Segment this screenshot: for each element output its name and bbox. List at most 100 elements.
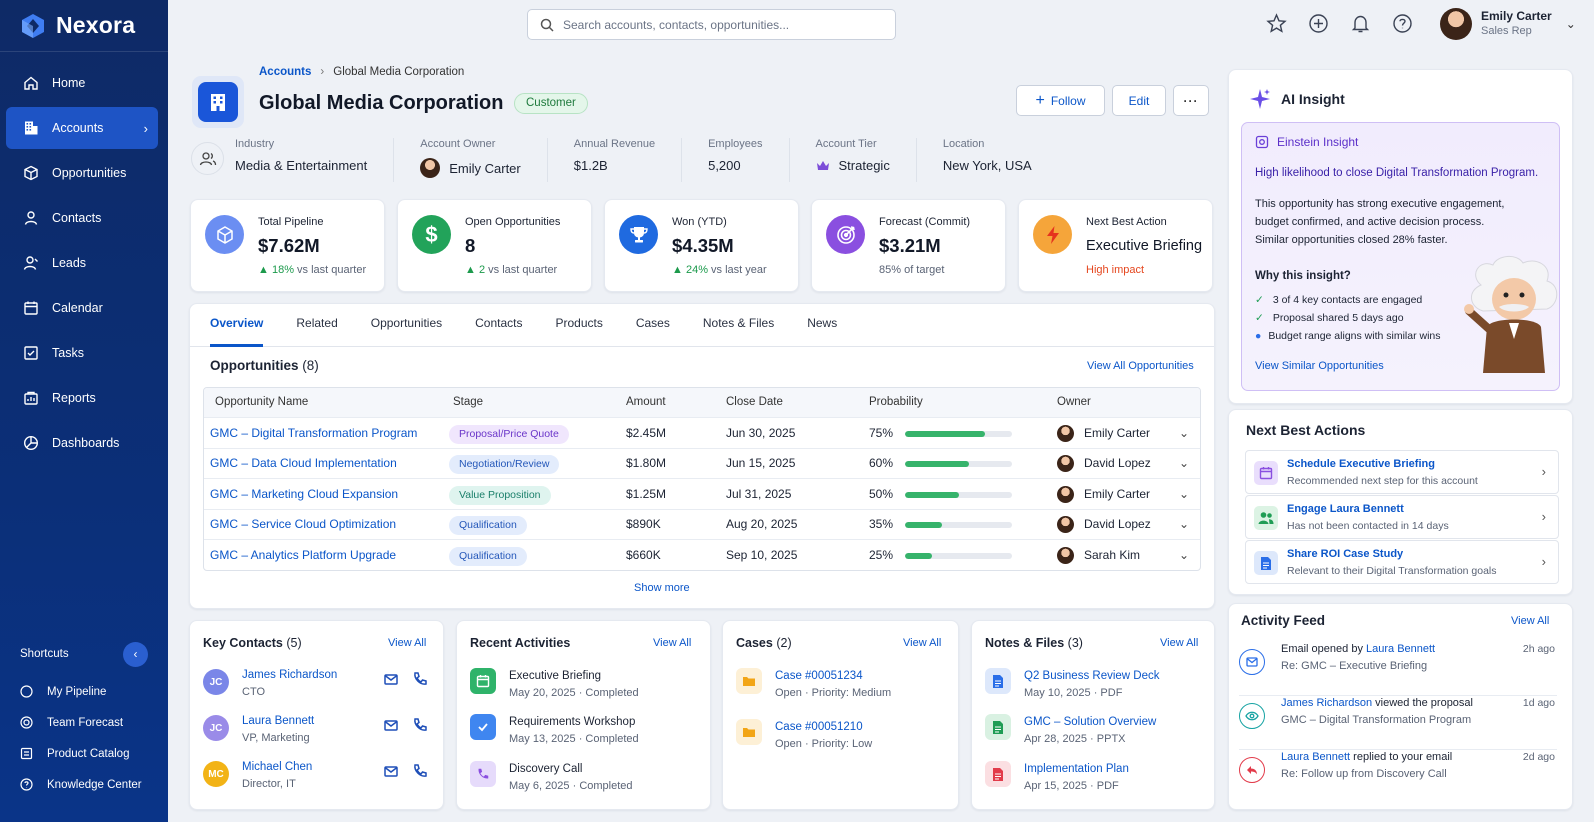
nav-label: Leads (52, 256, 87, 270)
view-similar-opportunities-link[interactable]: View Similar Opportunities (1255, 360, 1384, 372)
kpi-total-pipeline[interactable]: Total Pipeline $7.62M ▲ 18% vs last quar… (190, 199, 385, 292)
file-meta: Apr 15, 2025 · PDF (1024, 780, 1119, 792)
case-link[interactable]: Case #00051210 (775, 721, 863, 733)
nav-item-contacts[interactable]: Contacts (6, 197, 158, 239)
opportunity-name-link[interactable]: GMC – Digital Transformation Program (210, 426, 418, 440)
global-search[interactable]: Search accounts, contacts, opportunities… (527, 9, 896, 40)
collapse-sidebar-button[interactable]: ‹ (123, 641, 148, 667)
nav-item-dashboards[interactable]: Dashboards (6, 422, 158, 464)
feed-item[interactable]: James Richardson viewed the proposal GMC… (1239, 697, 1557, 750)
list-item[interactable]: Implementation Plan Apr 15, 2025 · PDF (985, 761, 1202, 795)
help-icon[interactable] (1392, 13, 1413, 34)
opportunity-name-link[interactable]: GMC – Data Cloud Implementation (210, 456, 397, 471)
nba-share-case-study[interactable]: Share ROI Case Study Relevant to their D… (1245, 540, 1559, 584)
opportunity-name-link[interactable]: GMC – Analytics Platform Upgrade (210, 547, 397, 562)
list-item[interactable]: Requirements Workshop May 13, 2025 · Com… (470, 714, 698, 748)
shortcut-knowledge-center[interactable]: Knowledge Center (0, 769, 168, 800)
phone-icon[interactable] (412, 671, 428, 687)
nav-item-calendar[interactable]: Calendar (6, 287, 158, 329)
row-menu-chevron-icon[interactable]: ⌄ (1179, 517, 1190, 532)
column-header[interactable]: Stage (453, 396, 484, 408)
list-item[interactable]: Case #00051234 Open · Priority: Medium (736, 668, 946, 702)
tab-overview[interactable]: Overview (210, 303, 264, 347)
star-icon[interactable] (1266, 13, 1287, 34)
kpi-next-best-action[interactable]: Next Best Action Executive Briefing High… (1018, 199, 1213, 292)
tab-related[interactable]: Related (296, 316, 338, 330)
row-menu-chevron-icon[interactable]: ⌄ (1179, 456, 1190, 471)
tab-notes-files[interactable]: Notes & Files (702, 316, 775, 330)
view-all-activities-link[interactable]: View All (653, 637, 692, 649)
view-all-opportunities-link[interactable]: View All Opportunities (1087, 360, 1194, 372)
feed-item[interactable]: Laura Bennett replied to your email Re: … (1239, 751, 1557, 804)
shortcut-product-catalog[interactable]: Product Catalog (0, 738, 168, 769)
email-icon[interactable] (383, 763, 399, 779)
app-logo[interactable]: Nexora (0, 0, 168, 52)
kpi-won-ytd[interactable]: Won (YTD) $4.35M ▲ 24% vs last year (604, 199, 799, 292)
edit-button[interactable]: Edit (1112, 85, 1166, 116)
contact-name-link[interactable]: James Richardson (242, 669, 338, 681)
kpi-forecast-commit[interactable]: Forecast (Commit) $3.21M 85% of target (811, 199, 1006, 292)
kpi-open-opportunities[interactable]: $ Open Opportunities 8 ▲ 2 vs last quart… (397, 199, 592, 292)
nba-schedule-briefing[interactable]: Schedule Executive Briefing Recommended … (1245, 450, 1559, 494)
case-link[interactable]: Case #00051234 (775, 670, 863, 682)
nav-item-tasks[interactable]: Tasks (6, 332, 158, 374)
show-more-link[interactable]: Show more (634, 582, 690, 594)
feed-person-link[interactable]: Laura Bennett (1281, 751, 1351, 763)
tab-news[interactable]: News (807, 316, 838, 330)
feed-person-link[interactable]: Laura Bennett (1366, 643, 1436, 655)
opportunity-name-link[interactable]: GMC – Service Cloud Optimization (210, 517, 397, 532)
phone-icon[interactable] (412, 717, 428, 733)
nav-item-opportunities[interactable]: Opportunities (6, 152, 158, 194)
list-item[interactable]: Q2 Business Review Deck May 10, 2025 · P… (985, 668, 1202, 702)
column-header[interactable]: Close Date (726, 396, 783, 408)
contact-name-link[interactable]: Laura Bennett (242, 715, 315, 727)
shortcut-my-pipeline[interactable]: My Pipeline (0, 676, 168, 707)
bell-icon[interactable] (1350, 13, 1371, 34)
fact-value-owner[interactable]: Emily Carter (420, 158, 521, 178)
tab-opportunities[interactable]: Opportunities (370, 316, 443, 330)
follow-button[interactable]: + Follow (1016, 85, 1105, 116)
nav-item-accounts[interactable]: Accounts › (6, 107, 158, 149)
list-item[interactable]: Case #00051210 Open · Priority: Low (736, 719, 946, 753)
list-item[interactable]: GMC – Solution Overview Apr 28, 2025 · P… (985, 714, 1202, 748)
breadcrumb-accounts-link[interactable]: Accounts (259, 66, 312, 78)
activity-title: Executive Briefing (509, 670, 602, 682)
tab-cases[interactable]: Cases (635, 316, 670, 330)
row-menu-chevron-icon[interactable]: ⌄ (1179, 486, 1190, 501)
feed-person-link[interactable]: James Richardson (1281, 697, 1373, 709)
nba-engage-contact[interactable]: Engage Laura Bennett Has not been contac… (1245, 495, 1559, 539)
feed-item[interactable]: Email opened by Laura Bennett Re: GMC – … (1239, 643, 1557, 696)
view-all-contacts-link[interactable]: View All (388, 637, 427, 649)
column-header[interactable]: Probability (869, 396, 923, 408)
row-menu-chevron-icon[interactable]: ⌄ (1179, 547, 1190, 562)
add-icon[interactable] (1308, 13, 1329, 34)
email-icon[interactable] (383, 717, 399, 733)
opportunity-name-link[interactable]: GMC – Marketing Cloud Expansion (210, 486, 399, 501)
nav-item-leads[interactable]: Leads (6, 242, 158, 284)
file-link[interactable]: GMC – Solution Overview (1024, 716, 1157, 728)
view-all-feed-link[interactable]: View All (1511, 615, 1550, 627)
more-actions-button[interactable]: ··· (1173, 85, 1209, 116)
contact-name-link[interactable]: Michael Chen (242, 761, 313, 773)
document-icon (985, 761, 1011, 787)
file-link[interactable]: Implementation Plan (1024, 763, 1129, 775)
nav-item-reports[interactable]: Reports (6, 377, 158, 419)
fact-employees: Employees 5,200 (708, 138, 790, 182)
view-all-files-link[interactable]: View All (1160, 637, 1199, 649)
row-menu-chevron-icon[interactable]: ⌄ (1179, 426, 1190, 440)
nav-item-home[interactable]: Home (6, 62, 158, 104)
column-header[interactable]: Owner (1057, 396, 1091, 408)
file-link[interactable]: Q2 Business Review Deck (1024, 670, 1160, 682)
tab-products[interactable]: Products (555, 316, 603, 330)
column-header[interactable]: Opportunity Name (215, 396, 309, 408)
email-icon[interactable] (383, 671, 399, 687)
list-item[interactable]: Discovery Call May 6, 2025 · Completed (470, 761, 698, 795)
column-header[interactable]: Amount (626, 396, 666, 408)
phone-icon[interactable] (412, 763, 428, 779)
view-all-cases-link[interactable]: View All (903, 637, 942, 649)
shortcut-team-forecast[interactable]: Team Forecast (0, 707, 168, 738)
list-item[interactable]: Executive Briefing May 20, 2025 · Comple… (470, 668, 698, 702)
sparkle-icon (1250, 89, 1270, 109)
user-menu[interactable]: Emily Carter Sales Rep ⌄ (1440, 8, 1576, 40)
tab-contacts[interactable]: Contacts (475, 316, 523, 330)
